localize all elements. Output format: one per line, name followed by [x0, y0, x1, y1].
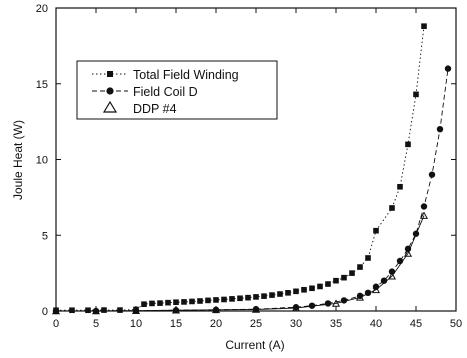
y-tick-label: 20: [36, 3, 48, 15]
data-point-square: [69, 307, 75, 314]
data-point-square: [397, 183, 403, 190]
data-point-triangle: [291, 303, 301, 312]
data-point-circle: [420, 203, 428, 210]
data-point-square: [237, 295, 243, 302]
data-point-square: [213, 297, 219, 303]
data-point-triangle: [131, 306, 141, 314]
data-point-square: [221, 296, 227, 303]
x-tick-label: 25: [250, 318, 262, 330]
data-point-square: [389, 205, 395, 211]
data-point-square: [293, 288, 299, 295]
x-tick-label: 20: [210, 318, 222, 330]
legend-label-ddp-4: DDP #4: [133, 102, 177, 116]
data-series-layer: [51, 23, 452, 315]
data-point-square: [333, 277, 339, 284]
y-tick-label: 5: [42, 230, 48, 242]
data-point-triangle: [251, 305, 261, 313]
data-point-square: [365, 255, 371, 261]
plot-frame: [55, 7, 457, 312]
data-point-square: [85, 307, 91, 314]
x-tick-label: 50: [450, 318, 462, 330]
data-point-square: [317, 283, 323, 290]
data-point-square: [181, 299, 187, 305]
data-point-square: [269, 292, 275, 298]
y-axis-label: Joule Heat (W): [11, 120, 25, 200]
data-point-square: [245, 294, 251, 301]
x-tick-label: 45: [410, 318, 422, 330]
data-point-square: [253, 294, 259, 300]
data-point-square: [117, 307, 123, 313]
data-point-square: [421, 23, 427, 29]
legend-label-field-coil-d: Field Coil D: [133, 85, 198, 99]
x-axis-label: Current (A): [225, 338, 284, 352]
data-point-square: [173, 299, 179, 306]
data-point-circle: [428, 171, 436, 178]
data-point-circle: [436, 126, 444, 133]
data-point-circle: [444, 65, 452, 72]
x-axis-ticks: 0 5 10 15 20 25 30 35 40 45 50: [53, 8, 462, 330]
data-point-square: [373, 227, 379, 234]
data-point-triangle: [331, 299, 341, 307]
y-tick-label: 10: [36, 155, 48, 167]
legend: Total Field Winding Field Coil D DDP #4: [76, 60, 278, 120]
x-tick-label: 10: [130, 318, 142, 330]
data-point-square: [141, 301, 147, 307]
data-point-square: [261, 293, 267, 299]
data-point-triangle: [91, 306, 101, 315]
data-point-square: [325, 281, 331, 287]
series-line-2: [56, 215, 425, 312]
x-tick-label: 0: [53, 318, 59, 330]
data-point-circle: [324, 300, 332, 307]
data-point-triangle: [419, 211, 429, 219]
data-point-square: [301, 286, 307, 293]
data-point-square: [189, 298, 195, 305]
legend-triangle-marker: [102, 100, 118, 113]
x-tick-label: 30: [290, 318, 302, 330]
data-point-square: [229, 296, 235, 302]
data-point-circle: [380, 277, 388, 284]
data-point-square: [197, 298, 203, 304]
data-point-triangle: [403, 249, 413, 257]
data-point-square: [165, 299, 171, 306]
legend-square-marker: [107, 71, 113, 77]
legend-label-total-field-winding: Total Field Winding: [133, 68, 239, 82]
data-point-square: [285, 290, 291, 296]
legend-circle-marker: [106, 87, 114, 95]
data-point-triangle: [355, 293, 365, 301]
x-tick-label: 15: [170, 318, 182, 330]
data-point-square: [357, 264, 363, 270]
data-point-square: [101, 307, 107, 313]
data-point-square: [349, 270, 355, 276]
data-point-triangle: [387, 272, 397, 280]
data-point-triangle: [171, 306, 181, 314]
data-point-square: [149, 300, 155, 307]
x-tick-label: 35: [330, 318, 342, 330]
x-tick-label: 40: [370, 318, 382, 330]
data-point-square: [157, 300, 163, 306]
data-point-square: [413, 91, 419, 98]
y-tick-label: 15: [36, 79, 48, 91]
y-tick-label: 0: [42, 306, 48, 318]
data-point-circle: [308, 302, 316, 309]
data-point-square: [205, 297, 211, 304]
data-point-square: [277, 291, 283, 297]
data-point-triangle: [211, 305, 221, 314]
data-point-triangle: [371, 285, 381, 294]
data-point-square: [405, 141, 411, 148]
x-tick-label: 5: [93, 318, 99, 330]
data-point-triangle: [51, 306, 61, 315]
data-point-square: [309, 285, 315, 292]
data-point-square: [341, 274, 347, 281]
